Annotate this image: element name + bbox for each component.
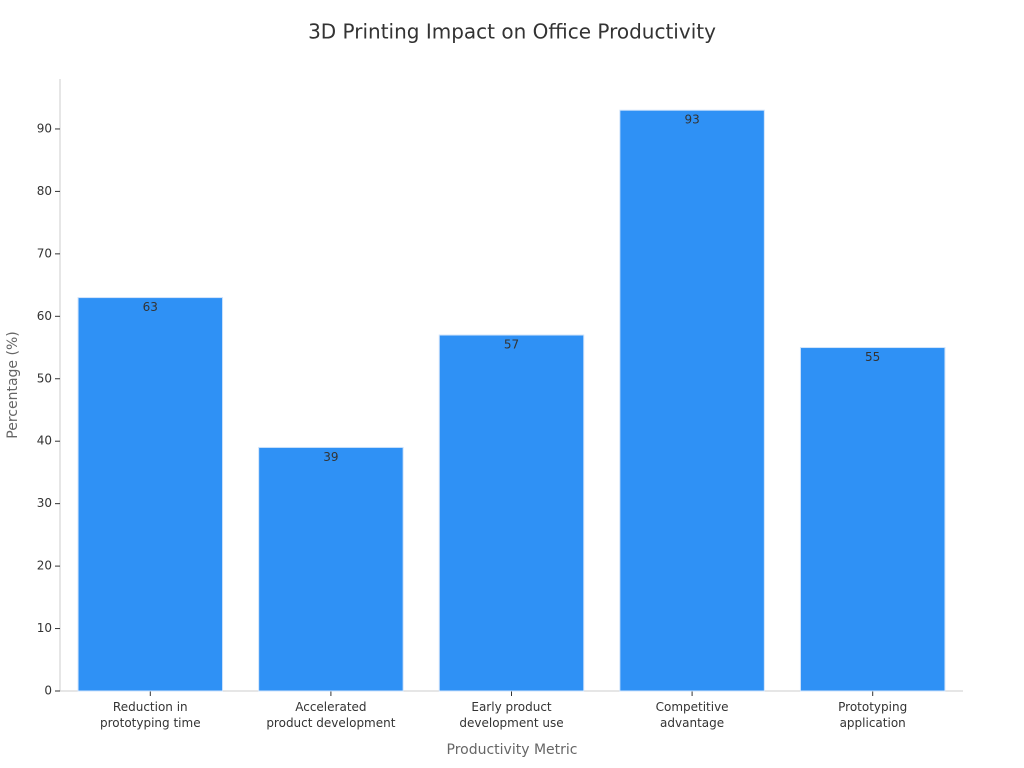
- value-label: 57: [504, 338, 519, 352]
- y-axis-title: Percentage (%): [5, 331, 21, 438]
- y-tick-label: 10: [37, 621, 52, 635]
- y-tick-label: 20: [37, 559, 52, 573]
- x-tick-label: Early product development use: [459, 700, 564, 730]
- y-tick-label: 70: [37, 246, 52, 260]
- y-tick-label: 90: [37, 121, 52, 135]
- x-tick-label: Competitive advantage: [655, 700, 729, 730]
- y-tick-label: 60: [37, 309, 52, 323]
- x-tick-label: Reduction in prototyping time: [100, 700, 201, 730]
- y-tick-label: 80: [37, 184, 52, 198]
- chart-title: 3D Printing Impact on Office Productivit…: [308, 20, 716, 44]
- y-tick-label: 30: [37, 496, 52, 510]
- value-label: 93: [684, 113, 699, 127]
- x-tick-label: Accelerated product development: [266, 700, 396, 730]
- bar: [619, 109, 765, 692]
- y-tick-label: 40: [37, 434, 52, 448]
- x-tick-label: Prototyping application: [838, 700, 908, 730]
- bar: [258, 446, 404, 692]
- value-label: 63: [143, 300, 158, 314]
- value-label: 39: [323, 450, 338, 464]
- bar: [438, 334, 585, 692]
- bar: [799, 347, 946, 692]
- y-tick-label: 50: [37, 371, 52, 385]
- y-tick-label: 0: [44, 684, 52, 698]
- x-axis-title: Productivity Metric: [447, 742, 578, 758]
- value-label: 55: [865, 350, 880, 364]
- bar: [77, 297, 224, 692]
